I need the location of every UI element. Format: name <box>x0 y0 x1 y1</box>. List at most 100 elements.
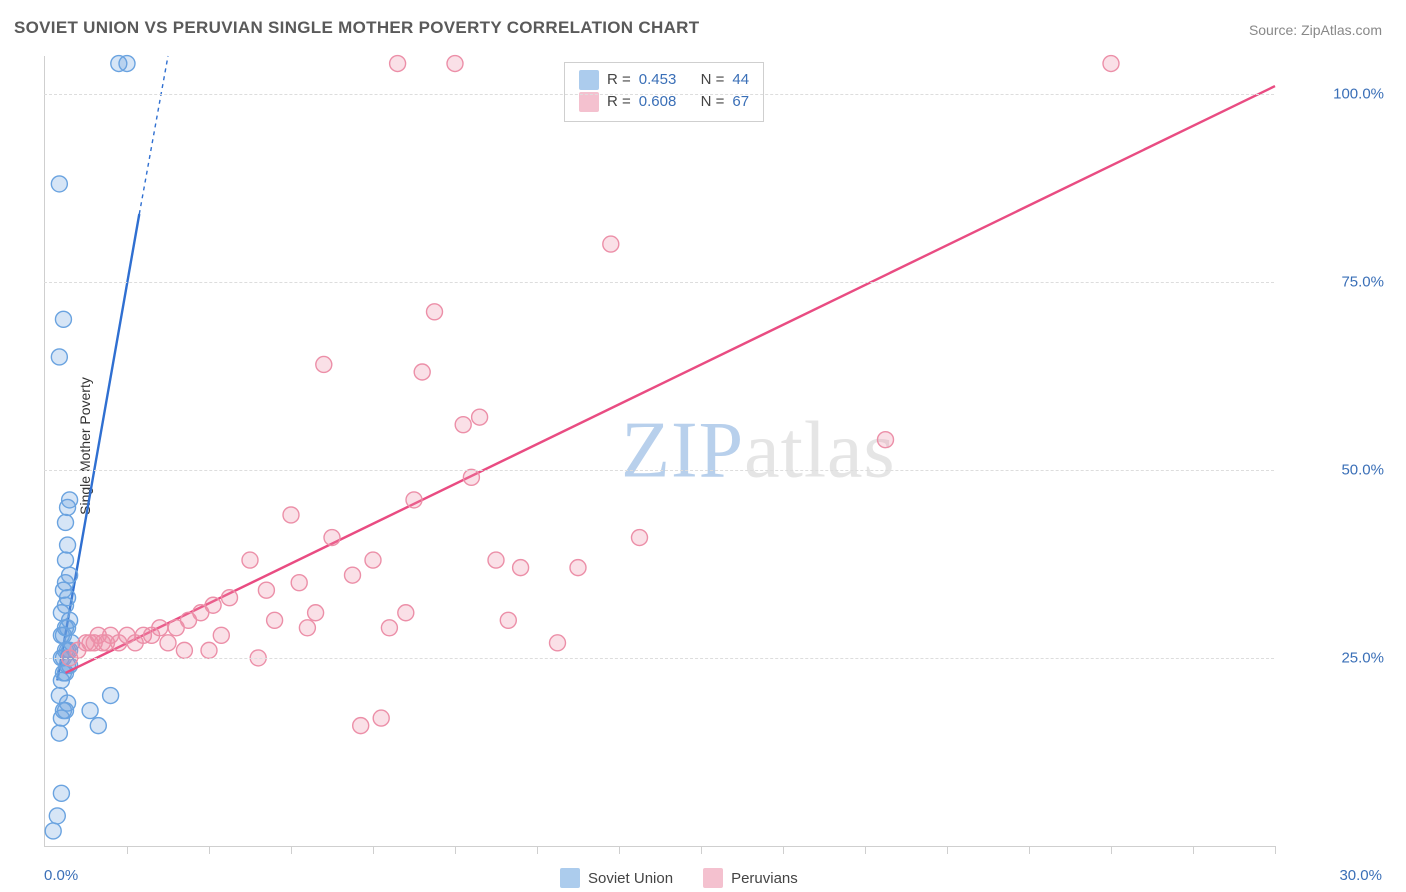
y-tick-label: 25.0% <box>1341 649 1384 666</box>
data-point <box>406 492 422 508</box>
data-point <box>90 718 106 734</box>
data-point <box>258 582 274 598</box>
correlation-legend: R = 0.453 N = 44 R = 0.608 N = 67 <box>564 62 764 122</box>
y-gridline <box>44 282 1274 283</box>
data-point <box>53 785 69 801</box>
data-point <box>447 56 463 72</box>
data-point <box>398 605 414 621</box>
x-min-label: 0.0% <box>44 867 78 884</box>
data-point <box>316 356 332 372</box>
x-tick <box>455 846 456 854</box>
data-point <box>381 620 397 636</box>
legend-label-peruvian: Peruvians <box>731 870 798 887</box>
data-point <box>291 575 307 591</box>
data-point <box>427 304 443 320</box>
data-point <box>205 597 221 613</box>
data-point <box>463 469 479 485</box>
series-legend: Soviet Union Peruvians <box>560 868 798 888</box>
legend-item-peruvian: Peruvians <box>703 868 798 888</box>
data-point <box>51 725 67 741</box>
x-tick <box>783 846 784 854</box>
data-point <box>51 176 67 192</box>
data-point <box>152 620 168 636</box>
data-point <box>82 703 98 719</box>
x-tick <box>209 846 210 854</box>
data-point <box>283 507 299 523</box>
data-point <box>62 567 78 583</box>
data-point <box>51 688 67 704</box>
y-tick-label: 100.0% <box>1333 85 1384 102</box>
data-point <box>1103 56 1119 72</box>
y-tick-label: 75.0% <box>1341 273 1384 290</box>
data-point <box>390 56 406 72</box>
n-label: N = <box>701 69 725 91</box>
x-tick <box>1029 846 1030 854</box>
data-point <box>51 349 67 365</box>
legend-row-soviet: R = 0.453 N = 44 <box>579 69 749 91</box>
data-point <box>160 635 176 651</box>
r-label: R = <box>607 69 631 91</box>
chart-title: SOVIET UNION VS PERUVIAN SINGLE MOTHER P… <box>14 18 699 38</box>
y-tick-label: 50.0% <box>1341 461 1384 478</box>
y-gridline <box>44 470 1274 471</box>
x-tick <box>619 846 620 854</box>
data-point <box>242 552 258 568</box>
data-point <box>49 808 65 824</box>
data-point <box>373 710 389 726</box>
data-point <box>201 642 217 658</box>
data-point <box>570 560 586 576</box>
x-tick <box>947 846 948 854</box>
data-point <box>308 605 324 621</box>
swatch-peruvian-icon <box>703 868 723 888</box>
x-tick <box>1275 846 1276 854</box>
x-tick <box>291 846 292 854</box>
data-point <box>213 627 229 643</box>
data-point <box>299 620 315 636</box>
data-point <box>603 236 619 252</box>
data-point <box>267 612 283 628</box>
data-point <box>878 432 894 448</box>
data-point <box>513 560 529 576</box>
n-value-soviet: 44 <box>732 69 749 91</box>
scatter-svg <box>45 56 1275 846</box>
x-tick <box>701 846 702 854</box>
data-point <box>550 635 566 651</box>
swatch-peruvian <box>579 92 599 112</box>
data-point <box>62 492 78 508</box>
x-tick <box>865 846 866 854</box>
y-gridline <box>44 658 1274 659</box>
y-gridline <box>44 94 1274 95</box>
data-point <box>353 718 369 734</box>
data-point <box>222 590 238 606</box>
data-point <box>472 409 488 425</box>
x-max-label: 30.0% <box>1339 867 1382 884</box>
swatch-soviet <box>579 70 599 90</box>
data-point <box>176 642 192 658</box>
x-tick <box>1193 846 1194 854</box>
data-point <box>58 552 74 568</box>
plot-area: ZIPatlas <box>44 56 1275 847</box>
source-attribution: Source: ZipAtlas.com <box>1249 22 1382 38</box>
data-point <box>500 612 516 628</box>
data-point <box>119 56 135 72</box>
data-point <box>55 311 71 327</box>
chart-container: SOVIET UNION VS PERUVIAN SINGLE MOTHER P… <box>0 0 1406 892</box>
swatch-soviet-icon <box>560 868 580 888</box>
trend-line <box>66 86 1276 673</box>
data-point <box>488 552 504 568</box>
data-point <box>324 530 340 546</box>
data-point <box>45 823 61 839</box>
x-tick <box>1111 846 1112 854</box>
x-tick <box>537 846 538 854</box>
trend-line-extrapolated <box>139 56 168 214</box>
data-point <box>60 537 76 553</box>
data-point <box>345 567 361 583</box>
x-tick <box>127 846 128 854</box>
legend-item-soviet: Soviet Union <box>560 868 673 888</box>
data-point <box>455 417 471 433</box>
legend-label-soviet: Soviet Union <box>588 870 673 887</box>
x-tick <box>373 846 374 854</box>
r-value-soviet: 0.453 <box>639 69 677 91</box>
data-point <box>58 514 74 530</box>
data-point <box>414 364 430 380</box>
